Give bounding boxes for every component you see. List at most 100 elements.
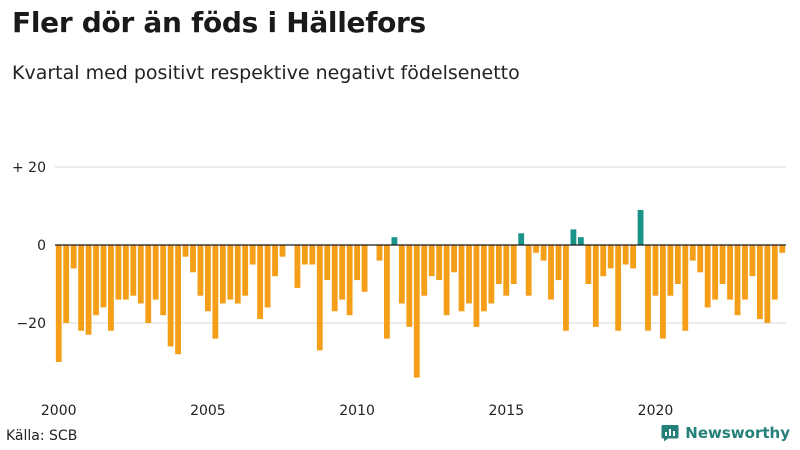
bar-negative (525, 245, 532, 296)
bar-positive (637, 209, 644, 245)
bar-positive (391, 237, 398, 245)
bar-negative (667, 245, 674, 296)
bar-negative (100, 245, 107, 308)
bar-negative (563, 245, 569, 331)
x-tick-label: 2000 (41, 403, 77, 419)
bar-negative (93, 245, 99, 316)
bar-positive (518, 233, 525, 245)
bar-negative (682, 245, 689, 331)
newsworthy-logo-icon (661, 425, 679, 442)
bar-negative (85, 245, 92, 335)
bar-positive (570, 229, 577, 245)
bar-negative (771, 245, 778, 300)
bar-negative (660, 245, 666, 339)
bar-negative (78, 245, 85, 331)
bar-negative (137, 245, 144, 304)
bar-negative (279, 245, 286, 257)
bar-negative (480, 245, 487, 312)
bar-negative (406, 245, 413, 327)
bar-negative (272, 245, 278, 277)
bar-negative (510, 245, 517, 284)
bar-negative (451, 245, 457, 273)
bar-negative (555, 245, 562, 281)
bar-negative (361, 245, 368, 292)
y-tick-label: 0 (37, 238, 46, 254)
bar-negative (734, 245, 741, 316)
y-axis-ticks: + 20 0 −20 (12, 160, 46, 332)
bar-negative (115, 245, 122, 300)
bar-negative (600, 245, 607, 277)
bar-negative (227, 245, 234, 300)
bar-negative (749, 245, 756, 277)
bar-negative (122, 245, 129, 300)
bar-negative (764, 245, 771, 323)
bar-negative (331, 245, 338, 312)
bar-negative (727, 245, 733, 300)
bar-negative (503, 245, 510, 296)
bar-negative (63, 245, 70, 323)
x-tick-label: 2005 (190, 403, 226, 419)
bar-negative (384, 245, 390, 339)
bar-negative (190, 245, 196, 273)
brand-logo[interactable]: Newsworthy (661, 424, 790, 442)
bar-negative (652, 245, 659, 296)
bar-negative (234, 245, 241, 304)
x-tick-label: 2015 (488, 403, 524, 419)
bar-negative (219, 245, 226, 304)
bar-negative (466, 245, 472, 304)
bar-negative (339, 245, 346, 300)
bar-negative (622, 245, 629, 265)
bar-negative (301, 245, 308, 265)
brand-name: Newsworthy (685, 424, 790, 442)
bar-negative (645, 245, 651, 331)
x-axis-ticks: 2000 2005 2010 2015 2020 (41, 403, 673, 419)
bar-negative (354, 245, 361, 281)
bar-negative (495, 245, 502, 284)
x-tick-label: 2020 (638, 403, 674, 419)
chart-title: Fler dör än föds i Hällefors (12, 6, 426, 39)
bar-negative (592, 245, 599, 327)
bar-positive (577, 237, 584, 245)
bar-negative (249, 245, 256, 265)
bar-negative (197, 245, 204, 296)
bar-negative (316, 245, 323, 351)
bar-negative (398, 245, 405, 304)
bar-negative (719, 245, 726, 284)
bar-negative (756, 245, 763, 320)
bar-negative (540, 245, 547, 261)
source-note: Källa: SCB (6, 428, 78, 444)
bar-negative (160, 245, 167, 316)
bar-negative (615, 245, 622, 331)
bar-negative (689, 245, 696, 261)
bar-negative (630, 245, 636, 269)
bar-negative (376, 245, 383, 261)
bar-negative (182, 245, 189, 257)
bar-negative (779, 245, 786, 253)
bar-negative (242, 245, 249, 296)
y-tick-label: + 20 (12, 160, 46, 176)
bar-negative (712, 245, 719, 300)
bar-negative (742, 245, 748, 300)
bar-negative (294, 245, 301, 288)
bar-negative (533, 245, 540, 253)
bar-negative (55, 245, 62, 362)
bar-negative (108, 245, 114, 331)
bar-negative (346, 245, 353, 316)
bar-negative (70, 245, 77, 269)
bar-negative (421, 245, 428, 296)
bar-negative (413, 245, 420, 378)
y-tick-label: −20 (16, 316, 46, 332)
bars (55, 209, 786, 378)
chart-subtitle: Kvartal med positivt respektive negativt… (12, 62, 520, 84)
bar-negative (205, 245, 211, 312)
bar-negative (145, 245, 152, 323)
bar-negative (436, 245, 443, 281)
bar-negative (324, 245, 331, 281)
bar-negative (257, 245, 264, 320)
bar-negative (443, 245, 450, 316)
bar-negative (309, 245, 316, 265)
bar-negative (130, 245, 137, 296)
bar-negative (212, 245, 219, 339)
bar-negative (167, 245, 174, 347)
